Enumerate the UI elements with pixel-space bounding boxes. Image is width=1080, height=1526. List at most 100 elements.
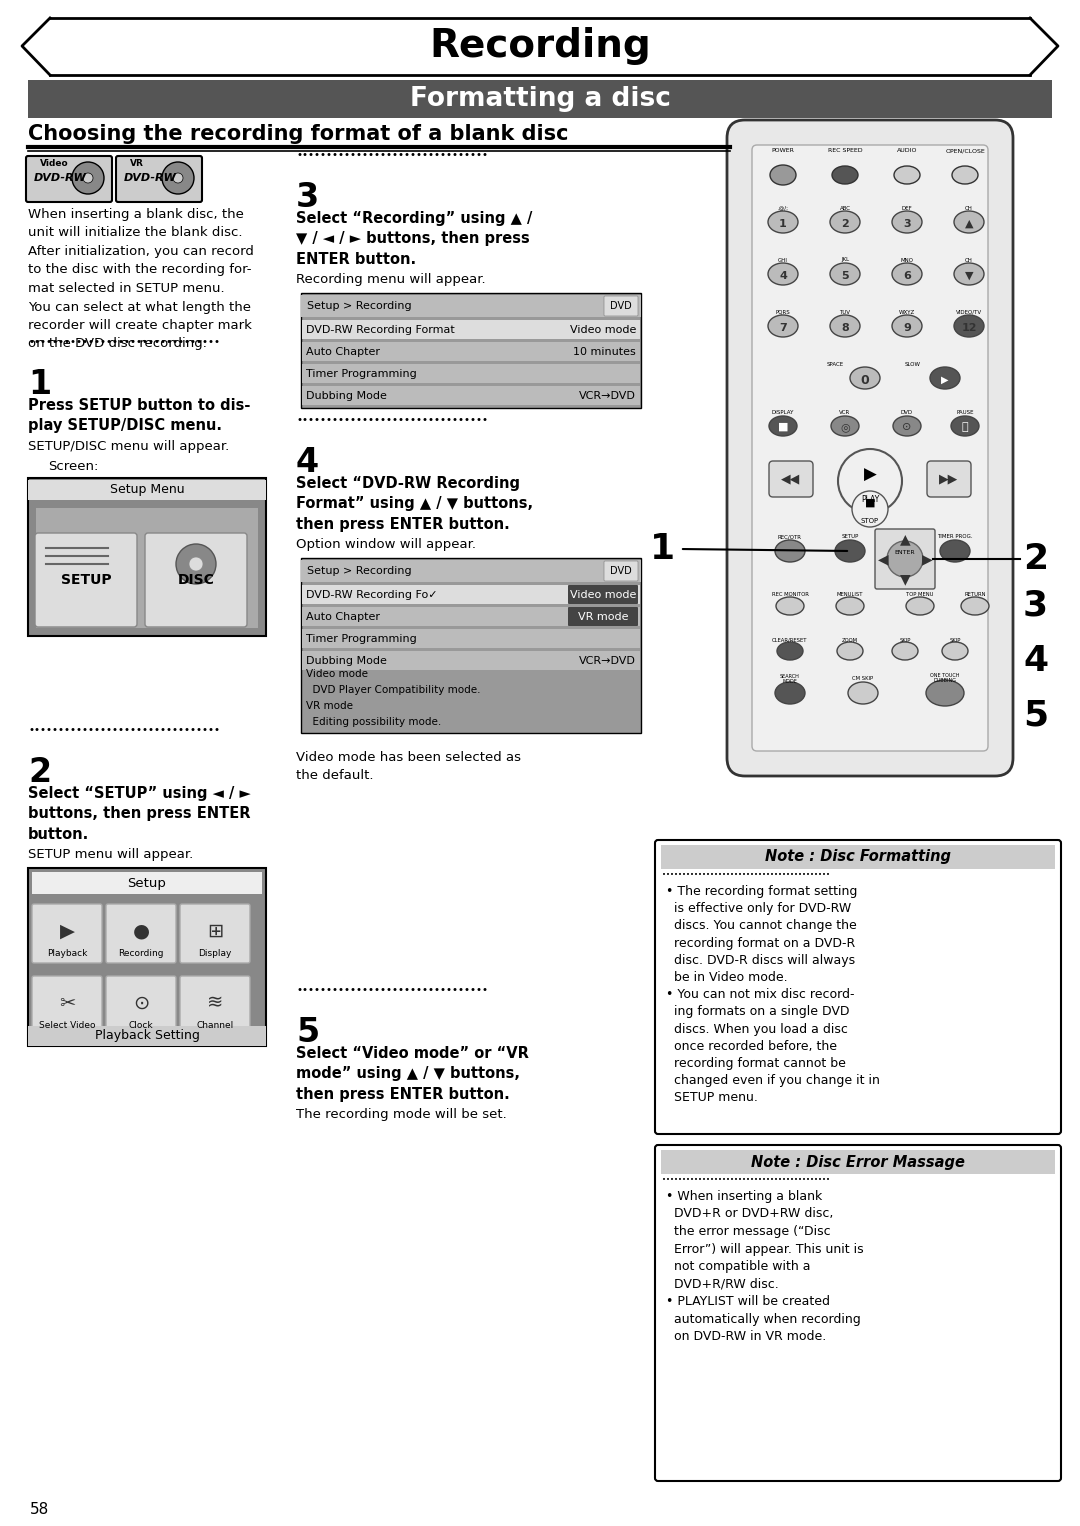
Ellipse shape xyxy=(951,417,978,436)
Text: 9: 9 xyxy=(903,324,910,333)
Text: DVD: DVD xyxy=(901,410,913,415)
Ellipse shape xyxy=(777,597,804,615)
Ellipse shape xyxy=(848,682,878,703)
FancyBboxPatch shape xyxy=(927,461,971,497)
Text: Screen:: Screen: xyxy=(48,459,98,473)
Text: 3: 3 xyxy=(903,220,910,229)
Text: DVD: DVD xyxy=(610,566,632,575)
Text: VR mode: VR mode xyxy=(578,612,629,623)
FancyBboxPatch shape xyxy=(769,461,813,497)
Text: OPEN/CLOSE: OPEN/CLOSE xyxy=(945,148,985,154)
Text: 6: 6 xyxy=(903,272,910,281)
Text: ◎: ◎ xyxy=(840,423,850,432)
Text: 2: 2 xyxy=(28,755,51,789)
Ellipse shape xyxy=(906,597,934,615)
Text: 12: 12 xyxy=(961,324,976,333)
Text: 2: 2 xyxy=(1023,542,1048,575)
Text: REC SPEED: REC SPEED xyxy=(827,148,862,154)
Text: Video mode: Video mode xyxy=(569,325,636,336)
Ellipse shape xyxy=(926,681,964,707)
Text: Auto Chapter: Auto Chapter xyxy=(306,346,380,357)
Ellipse shape xyxy=(942,642,968,661)
Text: 1: 1 xyxy=(28,368,51,401)
Text: Video: Video xyxy=(40,159,69,168)
Ellipse shape xyxy=(768,314,798,337)
Text: REC/OTR: REC/OTR xyxy=(778,534,802,540)
Text: Press SETUP button to dis-
play SETUP/DISC menu.: Press SETUP button to dis- play SETUP/DI… xyxy=(28,398,251,433)
Ellipse shape xyxy=(893,417,921,436)
Text: MNO: MNO xyxy=(901,258,914,262)
Ellipse shape xyxy=(777,642,804,661)
Circle shape xyxy=(887,542,923,577)
Text: VR: VR xyxy=(130,159,144,168)
Text: 5: 5 xyxy=(296,1016,320,1048)
Text: ONE TOUCH
DUBBING: ONE TOUCH DUBBING xyxy=(930,673,960,684)
Text: 5: 5 xyxy=(1023,699,1048,732)
FancyBboxPatch shape xyxy=(727,121,1013,777)
Text: DISPLAY: DISPLAY xyxy=(772,410,794,415)
Text: DVD-RW: DVD-RW xyxy=(124,172,177,183)
Text: VIDEO/TV: VIDEO/TV xyxy=(956,310,982,314)
Text: PLAY: PLAY xyxy=(861,494,879,504)
Wedge shape xyxy=(83,172,93,183)
Text: ▼: ▼ xyxy=(964,272,973,281)
Text: ✂: ✂ xyxy=(58,993,76,1012)
Wedge shape xyxy=(176,543,216,584)
Bar xyxy=(301,560,642,581)
Text: ZOOM: ZOOM xyxy=(842,638,859,642)
Ellipse shape xyxy=(775,540,805,562)
Text: ••••••••••••••••••••••••••••••••: •••••••••••••••••••••••••••••••• xyxy=(296,150,488,160)
Text: Note : Disc Formatting: Note : Disc Formatting xyxy=(765,850,951,865)
Text: 1: 1 xyxy=(779,220,787,229)
Text: SPACE: SPACE xyxy=(826,363,843,368)
Text: ⏸: ⏸ xyxy=(961,423,969,432)
Ellipse shape xyxy=(850,366,880,389)
Bar xyxy=(302,365,640,383)
Text: ••••••••••••••••••••••••••••••••••••••••••: ••••••••••••••••••••••••••••••••••••••••… xyxy=(662,871,831,877)
Text: Setup > Recording: Setup > Recording xyxy=(307,301,411,311)
Bar xyxy=(302,386,640,404)
Ellipse shape xyxy=(775,682,805,703)
Text: Select “DVD-RW Recording
Format” using ▲ / ▼ buttons,
then press ENTER button.: Select “DVD-RW Recording Format” using ▲… xyxy=(296,476,534,531)
Bar xyxy=(302,652,640,670)
Circle shape xyxy=(838,449,902,513)
FancyBboxPatch shape xyxy=(875,530,935,589)
Text: 10 minutes: 10 minutes xyxy=(573,346,636,357)
Text: SLOW: SLOW xyxy=(905,363,921,368)
Ellipse shape xyxy=(951,166,978,185)
FancyBboxPatch shape xyxy=(568,607,638,626)
Bar xyxy=(301,293,642,407)
Text: MENULIST: MENULIST xyxy=(837,592,863,597)
Bar xyxy=(28,79,1052,118)
Bar xyxy=(36,508,258,629)
FancyBboxPatch shape xyxy=(145,533,247,627)
Text: Setup > Recording: Setup > Recording xyxy=(307,566,411,575)
Text: Select “Video mode” or “VR
mode” using ▲ / ▼ buttons,
then press ENTER button.: Select “Video mode” or “VR mode” using ▲… xyxy=(296,1045,529,1102)
Text: ▶: ▶ xyxy=(59,922,75,940)
Text: 58: 58 xyxy=(30,1503,50,1517)
Text: Playback Setting: Playback Setting xyxy=(95,1030,200,1042)
Ellipse shape xyxy=(892,642,918,661)
Text: CH: CH xyxy=(966,258,973,262)
Text: Channel: Channel xyxy=(197,1021,233,1030)
Text: Dubbing Mode: Dubbing Mode xyxy=(306,656,387,665)
Ellipse shape xyxy=(961,597,989,615)
Text: ⊙: ⊙ xyxy=(133,993,149,1012)
Text: ⊙: ⊙ xyxy=(902,423,912,432)
Text: ⊞: ⊞ xyxy=(206,922,224,940)
Text: Recording: Recording xyxy=(429,27,651,66)
Text: ▶: ▶ xyxy=(942,375,948,385)
Text: SKIP: SKIP xyxy=(900,638,910,642)
FancyBboxPatch shape xyxy=(654,1144,1061,1482)
Text: When inserting a blank disc, the
unit will initialize the blank disc.
After init: When inserting a blank disc, the unit wi… xyxy=(28,208,254,351)
Text: AUDIO: AUDIO xyxy=(896,148,917,154)
Text: WXYZ: WXYZ xyxy=(899,310,915,314)
Text: SETUP: SETUP xyxy=(60,572,111,588)
Text: 5: 5 xyxy=(841,272,849,281)
Ellipse shape xyxy=(768,262,798,285)
Text: Video mode: Video mode xyxy=(570,591,636,600)
Bar xyxy=(302,320,640,339)
Text: The recording mode will be set.: The recording mode will be set. xyxy=(296,1108,507,1122)
Text: ●: ● xyxy=(133,922,149,940)
FancyBboxPatch shape xyxy=(604,296,638,316)
